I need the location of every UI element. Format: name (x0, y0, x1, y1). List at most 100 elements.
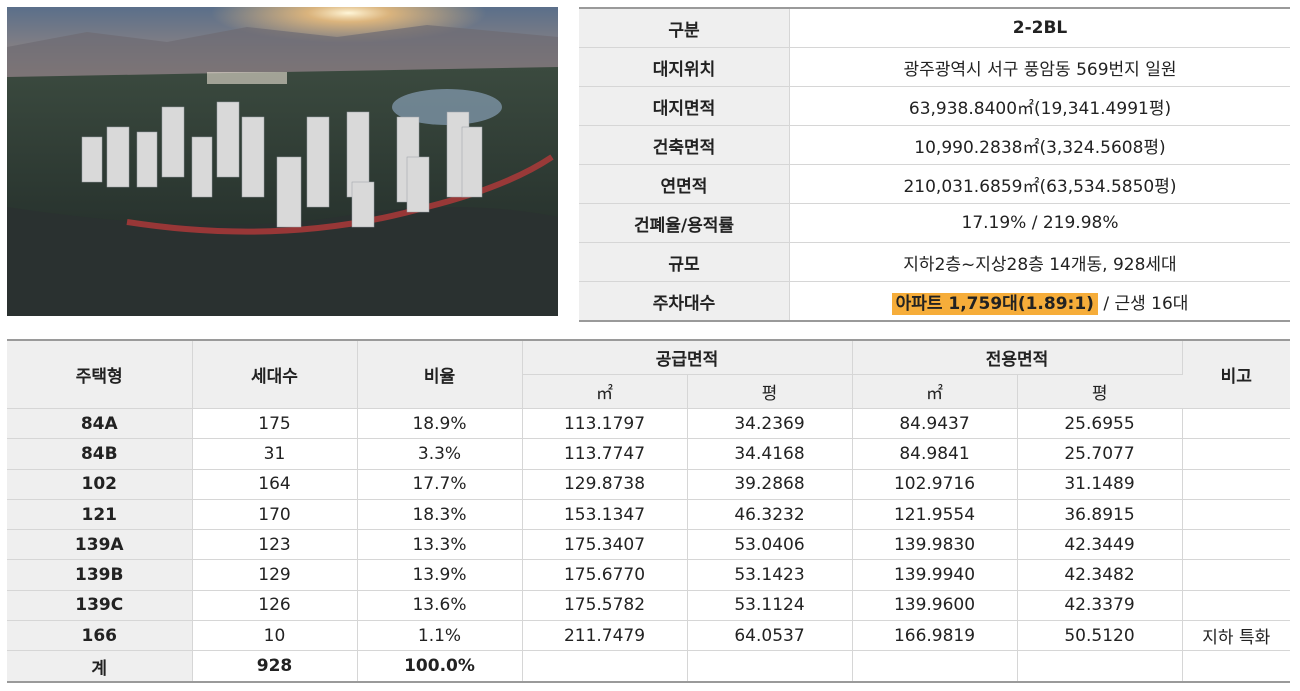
info-value: 아파트 1,759대(1.89:1) / 근생 16대 (789, 281, 1290, 322)
cell-note: 지하 특화 (1182, 620, 1290, 652)
cell-note (1182, 529, 1290, 561)
cell-ratio: 18.3% (357, 499, 523, 531)
info-label: 대지면적 (579, 86, 790, 126)
cell-note (1182, 438, 1290, 470)
cell-ratio: 18.9% (357, 408, 523, 440)
cell-supply-sqm: 211.7479 (522, 620, 688, 652)
cell-excl-sqm: 84.9841 (852, 438, 1018, 470)
total-ratio: 100.0% (357, 650, 523, 683)
cell-households: 123 (192, 529, 358, 561)
info-value: 10,990.2838㎡(3,324.5608평) (789, 125, 1290, 165)
info-value: 17.19% / 219.98% (789, 203, 1290, 243)
info-row: 대지위치 광주광역시 서구 풍암동 569번지 일원 (579, 47, 1290, 87)
cell-excl-pyeong: 42.3482 (1017, 559, 1183, 591)
info-value: 63,938.8400㎡(19,341.4991평) (789, 86, 1290, 126)
total-empty-cell (1182, 650, 1290, 683)
total-empty-cell (1017, 650, 1183, 683)
cell-supply-pyeong: 39.2868 (687, 469, 853, 500)
site-info-table: 구분 2-2BL 대지위치 광주광역시 서구 풍암동 569번지 일원 대지면적… (579, 7, 1290, 322)
header-excl-pyeong: 평 (1017, 374, 1182, 409)
unit-type-table: 주택형 세대수 비율 공급면적 전용면적 비고 ㎡ 평 ㎡ 평 84A 175 … (7, 339, 1290, 683)
cell-excl-pyeong: 36.8915 (1017, 499, 1183, 531)
cell-excl-sqm: 84.9437 (852, 408, 1018, 440)
table-row: 139B 129 13.9% 175.6770 53.1423 139.9940… (7, 559, 1290, 591)
cell-supply-pyeong: 46.3232 (687, 499, 853, 531)
cell-type: 102 (7, 469, 193, 500)
header-supply-pyeong: 평 (687, 374, 853, 409)
cell-supply-sqm: 175.3407 (522, 529, 688, 561)
cell-households: 170 (192, 499, 358, 531)
cell-supply-sqm: 129.8738 (522, 469, 688, 500)
cell-supply-pyeong: 34.2369 (687, 408, 853, 440)
info-label: 연면적 (579, 164, 790, 204)
cell-type: 139B (7, 559, 193, 591)
info-label: 규모 (579, 242, 790, 282)
cell-supply-sqm: 113.1797 (522, 408, 688, 440)
table-row: 166 10 1.1% 211.7479 64.0537 166.9819 50… (7, 620, 1290, 652)
cell-type: 166 (7, 620, 193, 652)
table-row: 84B 31 3.3% 113.7747 34.4168 84.9841 25.… (7, 438, 1290, 470)
cell-households: 10 (192, 620, 358, 652)
total-empty-cell (852, 650, 1018, 683)
cell-type: 139C (7, 590, 193, 622)
cell-type: 84B (7, 438, 193, 470)
cell-ratio: 13.6% (357, 590, 523, 622)
aerial-rendering-icon (7, 7, 558, 316)
cell-ratio: 3.3% (357, 438, 523, 470)
header-type: 주택형 (7, 339, 193, 409)
cell-households: 129 (192, 559, 358, 591)
table-row: 102 164 17.7% 129.8738 39.2868 102.9716 … (7, 469, 1290, 500)
header-supply-area: 공급면적 (522, 339, 853, 375)
cell-note (1182, 590, 1290, 622)
info-row: 주차대수 아파트 1,759대(1.89:1) / 근생 16대 (579, 281, 1290, 322)
cell-supply-pyeong: 34.4168 (687, 438, 853, 470)
header-supply-sqm: ㎡ (522, 374, 688, 409)
cell-note (1182, 559, 1290, 591)
cell-supply-pyeong: 64.0537 (687, 620, 853, 652)
parking-rest: / 근생 16대 (1097, 293, 1189, 314)
info-label: 건폐율/용적률 (579, 203, 790, 243)
cell-excl-pyeong: 31.1489 (1017, 469, 1183, 500)
header-ratio: 비율 (357, 339, 523, 409)
info-value: 광주광역시 서구 풍암동 569번지 일원 (789, 47, 1290, 87)
info-row: 건폐율/용적률 17.19% / 219.98% (579, 203, 1290, 243)
cell-excl-pyeong: 42.3379 (1017, 590, 1183, 622)
info-value: 지하2층~지상28층 14개동, 928세대 (789, 242, 1290, 282)
aerial-rendering-image (7, 7, 558, 316)
cell-households: 175 (192, 408, 358, 440)
header-exclusive-area: 전용면적 (852, 339, 1183, 375)
cell-type: 139A (7, 529, 193, 561)
total-households: 928 (192, 650, 358, 683)
total-label: 계 (7, 650, 193, 683)
table-row: 84A 175 18.9% 113.1797 34.2369 84.9437 2… (7, 408, 1290, 440)
cell-supply-pyeong: 53.1124 (687, 590, 853, 622)
info-row: 건축면적 10,990.2838㎡(3,324.5608평) (579, 125, 1290, 165)
cell-households: 126 (192, 590, 358, 622)
table-row: 139A 123 13.3% 175.3407 53.0406 139.9830… (7, 529, 1290, 561)
table-row: 139C 126 13.6% 175.5782 53.1124 139.9600… (7, 590, 1290, 622)
cell-ratio: 17.7% (357, 469, 523, 500)
info-row: 구분 2-2BL (579, 7, 1290, 48)
cell-type: 84A (7, 408, 193, 440)
cell-ratio: 13.3% (357, 529, 523, 561)
cell-supply-pyeong: 53.0406 (687, 529, 853, 561)
cell-supply-pyeong: 53.1423 (687, 559, 853, 591)
cell-supply-sqm: 113.7747 (522, 438, 688, 470)
cell-excl-sqm: 102.9716 (852, 469, 1018, 500)
cell-excl-pyeong: 42.3449 (1017, 529, 1183, 561)
info-row: 연면적 210,031.6859㎡(63,534.5850평) (579, 164, 1290, 204)
header-households: 세대수 (192, 339, 358, 409)
cell-supply-sqm: 153.1347 (522, 499, 688, 531)
info-label: 구분 (579, 7, 790, 48)
info-label: 대지위치 (579, 47, 790, 87)
total-empty-cell (687, 650, 853, 683)
header-note: 비고 (1182, 339, 1290, 409)
info-row: 대지면적 63,938.8400㎡(19,341.4991평) (579, 86, 1290, 126)
cell-note (1182, 408, 1290, 440)
cell-type: 121 (7, 499, 193, 531)
cell-excl-sqm: 139.9830 (852, 529, 1018, 561)
cell-supply-sqm: 175.6770 (522, 559, 688, 591)
cell-excl-sqm: 166.9819 (852, 620, 1018, 652)
info-value: 210,031.6859㎡(63,534.5850평) (789, 164, 1290, 204)
cell-excl-sqm: 139.9600 (852, 590, 1018, 622)
